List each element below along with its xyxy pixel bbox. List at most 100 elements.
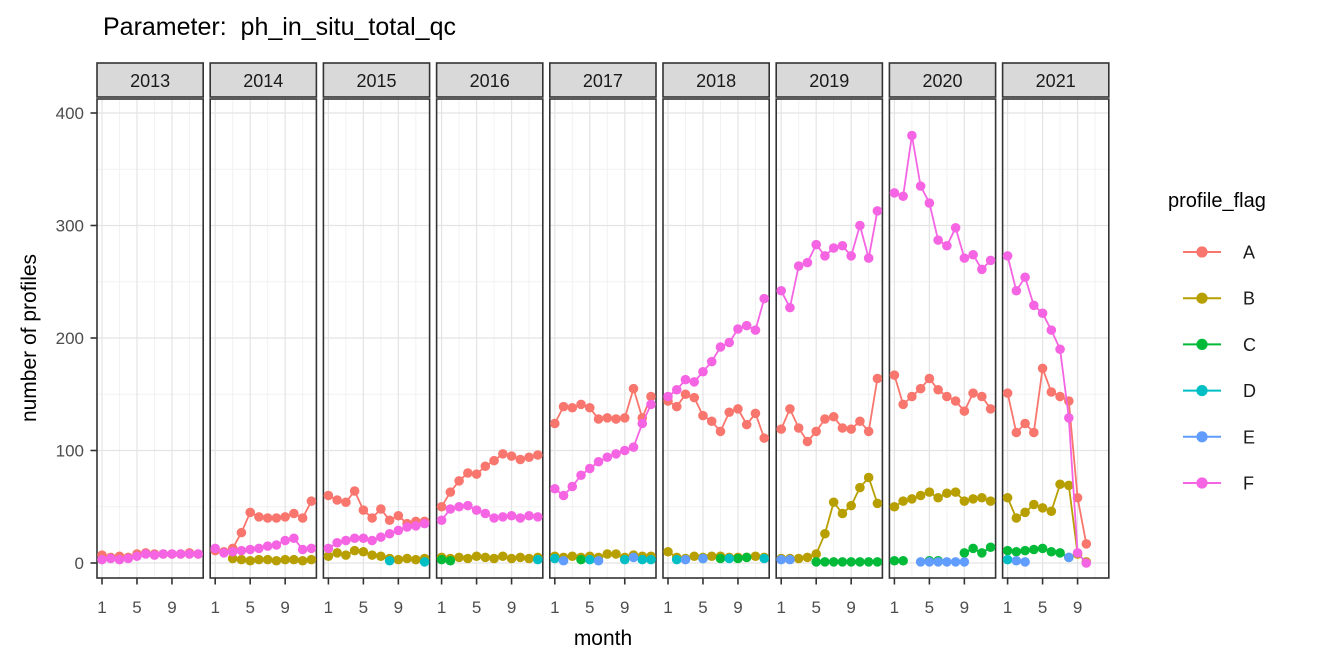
data-point-C: [898, 555, 908, 566]
facet-strip-2014: [209, 62, 318, 98]
data-point-B: [1046, 506, 1057, 517]
data-point-E: [1064, 552, 1074, 563]
data-point-B: [227, 553, 238, 564]
data-point-F: [828, 243, 839, 253]
data-point-A: [323, 490, 334, 501]
data-point-B: [271, 555, 282, 566]
legend-key-dot-D: [1196, 385, 1208, 397]
data-point-A: [942, 391, 952, 402]
data-point-F: [602, 452, 613, 463]
data-point-E: [593, 555, 604, 566]
data-point-C: [846, 557, 856, 567]
x-tick-label: 1: [437, 598, 446, 617]
data-point-A: [558, 401, 569, 412]
data-point-E: [1020, 557, 1030, 567]
data-point-C: [837, 557, 848, 567]
data-point-B: [489, 553, 499, 564]
data-point-C: [977, 548, 987, 558]
x-tick-label: 5: [245, 598, 254, 617]
data-point-A: [793, 423, 804, 433]
series-A-2016: [436, 449, 543, 512]
data-point-F: [915, 181, 926, 191]
x-tick-label: 9: [733, 598, 742, 617]
data-point-B: [463, 553, 473, 564]
data-point-B: [907, 494, 917, 504]
data-point-C: [1029, 544, 1039, 555]
data-point-B: [802, 552, 813, 563]
data-point-F: [811, 239, 821, 250]
data-point-F: [663, 391, 673, 402]
legend-entry-D: D: [1183, 381, 1256, 401]
data-point-B: [924, 487, 935, 497]
series-F-2016: [436, 500, 543, 526]
data-point-A: [262, 513, 273, 523]
y-tick-label: 300: [56, 217, 84, 236]
data-point-D: [637, 554, 648, 565]
x-axis-title: month: [573, 627, 633, 650]
data-point-D: [550, 553, 560, 564]
series-A-2020: [889, 370, 996, 416]
data-point-F: [219, 548, 229, 558]
data-point-C: [889, 555, 900, 566]
data-point-F: [689, 377, 700, 387]
data-point-F: [306, 543, 317, 554]
data-point-C: [811, 557, 821, 567]
legend-label-E: E: [1243, 427, 1255, 447]
data-point-F: [724, 337, 735, 348]
data-point-F: [733, 324, 743, 334]
data-point-B: [828, 497, 839, 508]
data-point-B: [402, 553, 412, 564]
x-tick-label: 1: [1003, 598, 1012, 617]
data-point-F: [846, 251, 856, 261]
facet-strip-label: 2020: [922, 71, 962, 91]
data-point-B: [245, 555, 255, 566]
series-D-2018: [671, 553, 769, 565]
data-point-F: [471, 505, 482, 515]
series-F-2014: [210, 533, 317, 558]
data-point-B: [332, 548, 342, 558]
data-point-B: [1002, 492, 1013, 503]
data-point-F: [637, 418, 648, 429]
data-point-F: [341, 535, 351, 546]
data-point-C: [445, 555, 456, 566]
data-point-F: [889, 188, 900, 198]
data-point-B: [498, 551, 508, 562]
data-point-F: [1072, 548, 1083, 558]
data-point-B: [471, 551, 482, 562]
legend-key-dot-A: [1196, 246, 1208, 258]
data-point-F: [1055, 344, 1065, 355]
data-point-C: [1046, 546, 1057, 557]
data-point-F: [332, 537, 342, 548]
data-point-B: [602, 549, 613, 559]
data-point-C: [1037, 543, 1048, 554]
data-point-C: [436, 554, 447, 565]
data-point-B: [306, 554, 317, 565]
data-point-D: [1002, 554, 1013, 565]
data-point-F: [1002, 251, 1013, 261]
x-tick-label: 1: [97, 598, 106, 617]
facet-strip-2017: [548, 62, 657, 98]
data-point-F: [384, 528, 395, 539]
series-line-F: [780, 210, 879, 311]
legend-label-C: C: [1243, 335, 1256, 355]
data-point-D: [619, 554, 630, 565]
data-point-A: [863, 426, 874, 437]
data-point-A: [924, 373, 935, 384]
data-point-E: [933, 557, 943, 567]
data-point-C: [968, 543, 978, 554]
data-point-F: [802, 257, 813, 268]
data-point-D: [671, 554, 682, 565]
data-point-A: [593, 414, 604, 424]
data-point-F: [193, 549, 203, 559]
data-point-B: [950, 487, 961, 497]
data-point-B: [393, 554, 404, 565]
data-point-F: [671, 384, 682, 395]
data-point-B: [341, 550, 351, 560]
data-point-B: [376, 551, 386, 562]
data-point-E: [915, 557, 926, 567]
series-C-2019: [811, 557, 883, 567]
data-point-F: [793, 261, 804, 271]
data-point-B: [855, 482, 865, 493]
series-D-2016: [533, 554, 543, 565]
